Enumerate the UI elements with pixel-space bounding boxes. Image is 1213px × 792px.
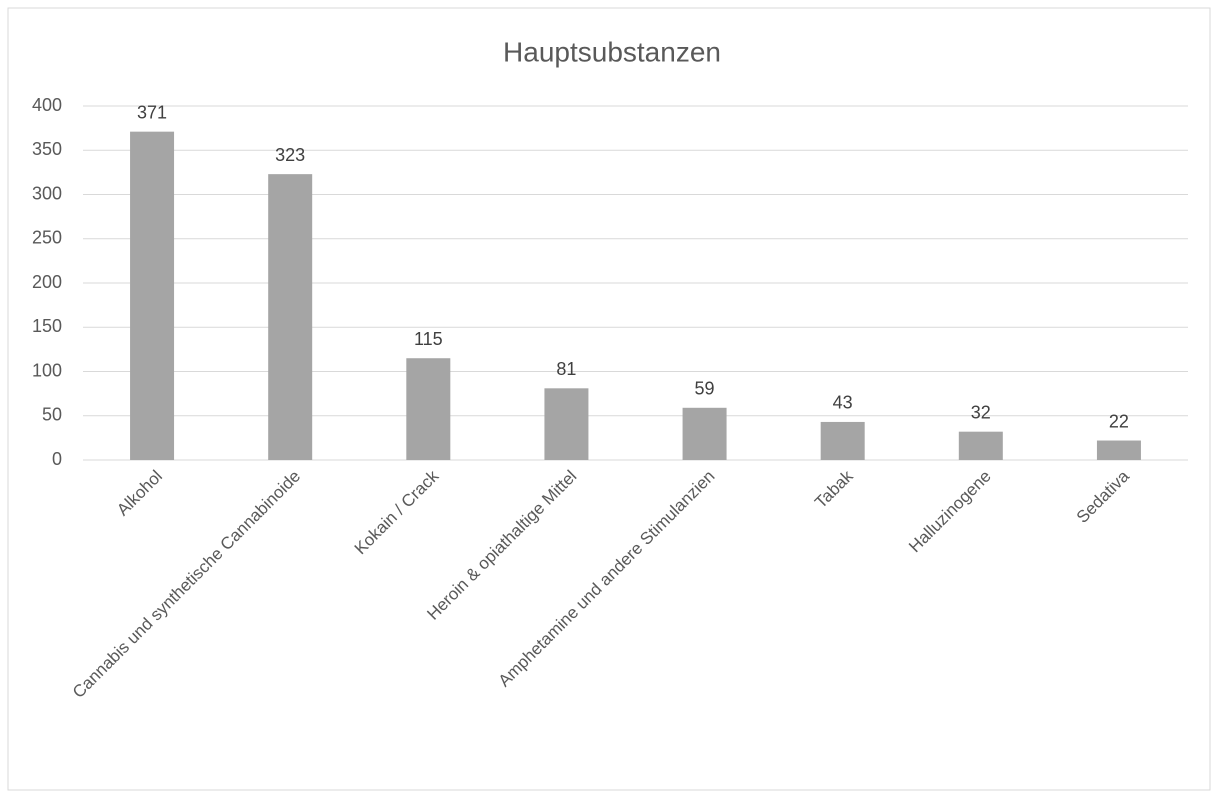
y-tick-label: 400	[32, 95, 62, 115]
bar	[544, 388, 589, 460]
y-tick-label: 250	[32, 228, 62, 248]
bar	[820, 421, 865, 460]
y-tick-label: 0	[52, 449, 62, 469]
data-label: 43	[833, 393, 853, 413]
bar	[406, 358, 451, 460]
data-label: 32	[971, 402, 991, 422]
y-tick-label: 100	[32, 360, 62, 380]
data-label: 371	[137, 102, 167, 122]
y-tick-label: 350	[32, 139, 62, 159]
y-tick-label: 50	[42, 405, 62, 425]
bar	[958, 431, 1003, 460]
bar	[682, 407, 727, 460]
data-label: 115	[414, 329, 443, 349]
data-label: 81	[556, 359, 576, 379]
data-label: 59	[695, 379, 715, 399]
bar	[130, 131, 175, 461]
bar	[1096, 440, 1141, 460]
bar	[268, 174, 313, 460]
chart-title: Hauptsubstanzen	[503, 36, 721, 67]
chart-border	[7, 7, 1211, 791]
data-label: 22	[1109, 411, 1129, 431]
data-label: 323	[275, 145, 305, 165]
y-tick-label: 300	[32, 183, 62, 203]
y-tick-label: 150	[32, 316, 62, 336]
y-tick-label: 200	[32, 272, 62, 292]
